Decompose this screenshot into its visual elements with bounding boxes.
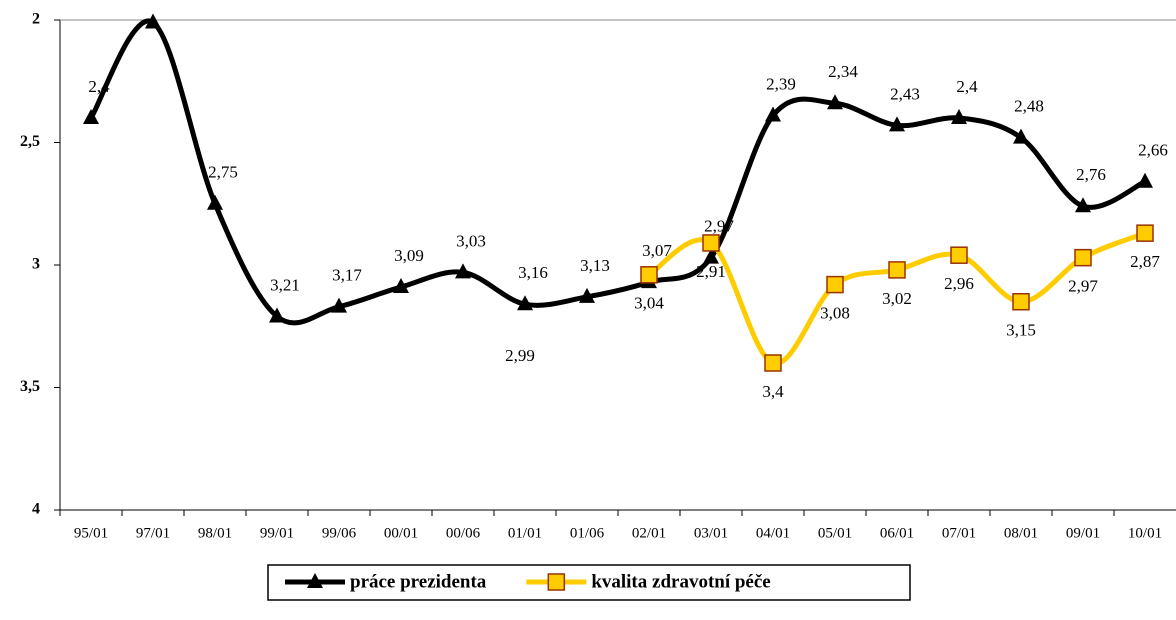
marker: [1075, 197, 1091, 213]
marker: [547, 573, 566, 591]
data-label: 2,91: [696, 262, 726, 281]
marker: [1013, 128, 1029, 144]
y-tick-label: 2,5: [20, 133, 40, 150]
x-tick-label: 01/06: [570, 525, 605, 541]
data-label: 3,08: [820, 304, 850, 323]
data-label: 2,75: [208, 163, 238, 182]
marker: [827, 94, 843, 110]
marker: [1074, 248, 1092, 267]
x-tick-label: 05/01: [818, 525, 852, 541]
marker: [826, 275, 844, 294]
data-label: 3,16: [518, 263, 548, 282]
marker: [579, 287, 595, 303]
data-label: 3,17: [332, 266, 362, 285]
legend-label: práce prezidenta: [350, 571, 487, 592]
marker: [1012, 293, 1030, 311]
x-tick-label: 02/01: [632, 525, 666, 541]
data-label: 2,39: [766, 74, 796, 93]
data-label: 2,48: [1014, 97, 1044, 116]
marker: [889, 116, 905, 132]
data-label: 2,97: [704, 217, 734, 236]
data-label: 3,09: [394, 246, 424, 265]
x-tick-label: 99/01: [260, 525, 294, 541]
data-label: 3,15: [1006, 321, 1036, 340]
marker: [207, 194, 223, 210]
data-label: 3,02: [882, 289, 912, 308]
data-label: 2,96: [944, 274, 974, 293]
marker: [517, 295, 533, 311]
data-label: 3,04: [634, 294, 664, 313]
data-label: 3,03: [456, 231, 486, 250]
data-label: 2,4: [956, 77, 978, 96]
data-label: 2,76: [1076, 165, 1106, 184]
marker: [269, 307, 285, 323]
data-label: 2,4: [88, 77, 110, 96]
marker: [888, 261, 906, 279]
marker: [950, 246, 968, 264]
marker: [951, 109, 967, 124]
legend-label: kvalita zdravotní péče: [591, 571, 770, 592]
marker: [455, 263, 471, 279]
x-tick-label: 97/01: [136, 525, 170, 541]
x-tick-label: 98/01: [198, 525, 232, 541]
x-tick-label: 00/06: [446, 525, 481, 541]
marker: [703, 248, 719, 264]
data-label: 2,97: [1068, 277, 1098, 296]
marker: [764, 354, 782, 372]
data-label: 3,13: [580, 256, 610, 275]
marker: [1137, 172, 1153, 188]
marker: [1136, 224, 1154, 242]
data-label: 3,07: [642, 241, 672, 260]
x-tick-label: 04/01: [756, 525, 790, 541]
x-tick-label: 10/01: [1128, 525, 1162, 541]
marker: [393, 278, 409, 294]
y-tick-label: 4: [32, 501, 40, 518]
x-tick-label: 07/01: [942, 525, 976, 541]
x-tick-label: 06/01: [880, 525, 914, 541]
data-label: 3,21: [270, 275, 300, 294]
series-line: [647, 230, 1146, 366]
x-tick-label: 08/01: [1004, 525, 1038, 541]
annotation: 2,99: [505, 346, 535, 365]
x-tick-label: 01/01: [508, 525, 542, 541]
y-tick-label: 3: [32, 256, 40, 273]
x-tick-label: 03/01: [694, 525, 728, 541]
marker: [307, 573, 323, 588]
y-tick-label: 2: [32, 11, 40, 28]
x-tick-label: 00/01: [384, 525, 418, 541]
marker: [640, 266, 658, 284]
x-tick-label: 09/01: [1066, 525, 1100, 541]
data-label: 2,87: [1130, 252, 1160, 271]
marker: [83, 109, 99, 124]
marker: [765, 106, 781, 122]
marker: [331, 297, 347, 313]
data-label: 2,66: [1138, 141, 1168, 160]
x-tick-label: 99/06: [322, 525, 357, 541]
data-label: 3,4: [762, 382, 784, 401]
data-label: 2,34: [828, 62, 858, 81]
marker: [702, 234, 720, 252]
legend-box: [267, 564, 911, 601]
data-label: 2,43: [890, 84, 920, 103]
x-tick-label: 95/01: [74, 525, 108, 541]
marker: [145, 13, 161, 29]
y-tick-label: 3,5: [20, 378, 40, 395]
